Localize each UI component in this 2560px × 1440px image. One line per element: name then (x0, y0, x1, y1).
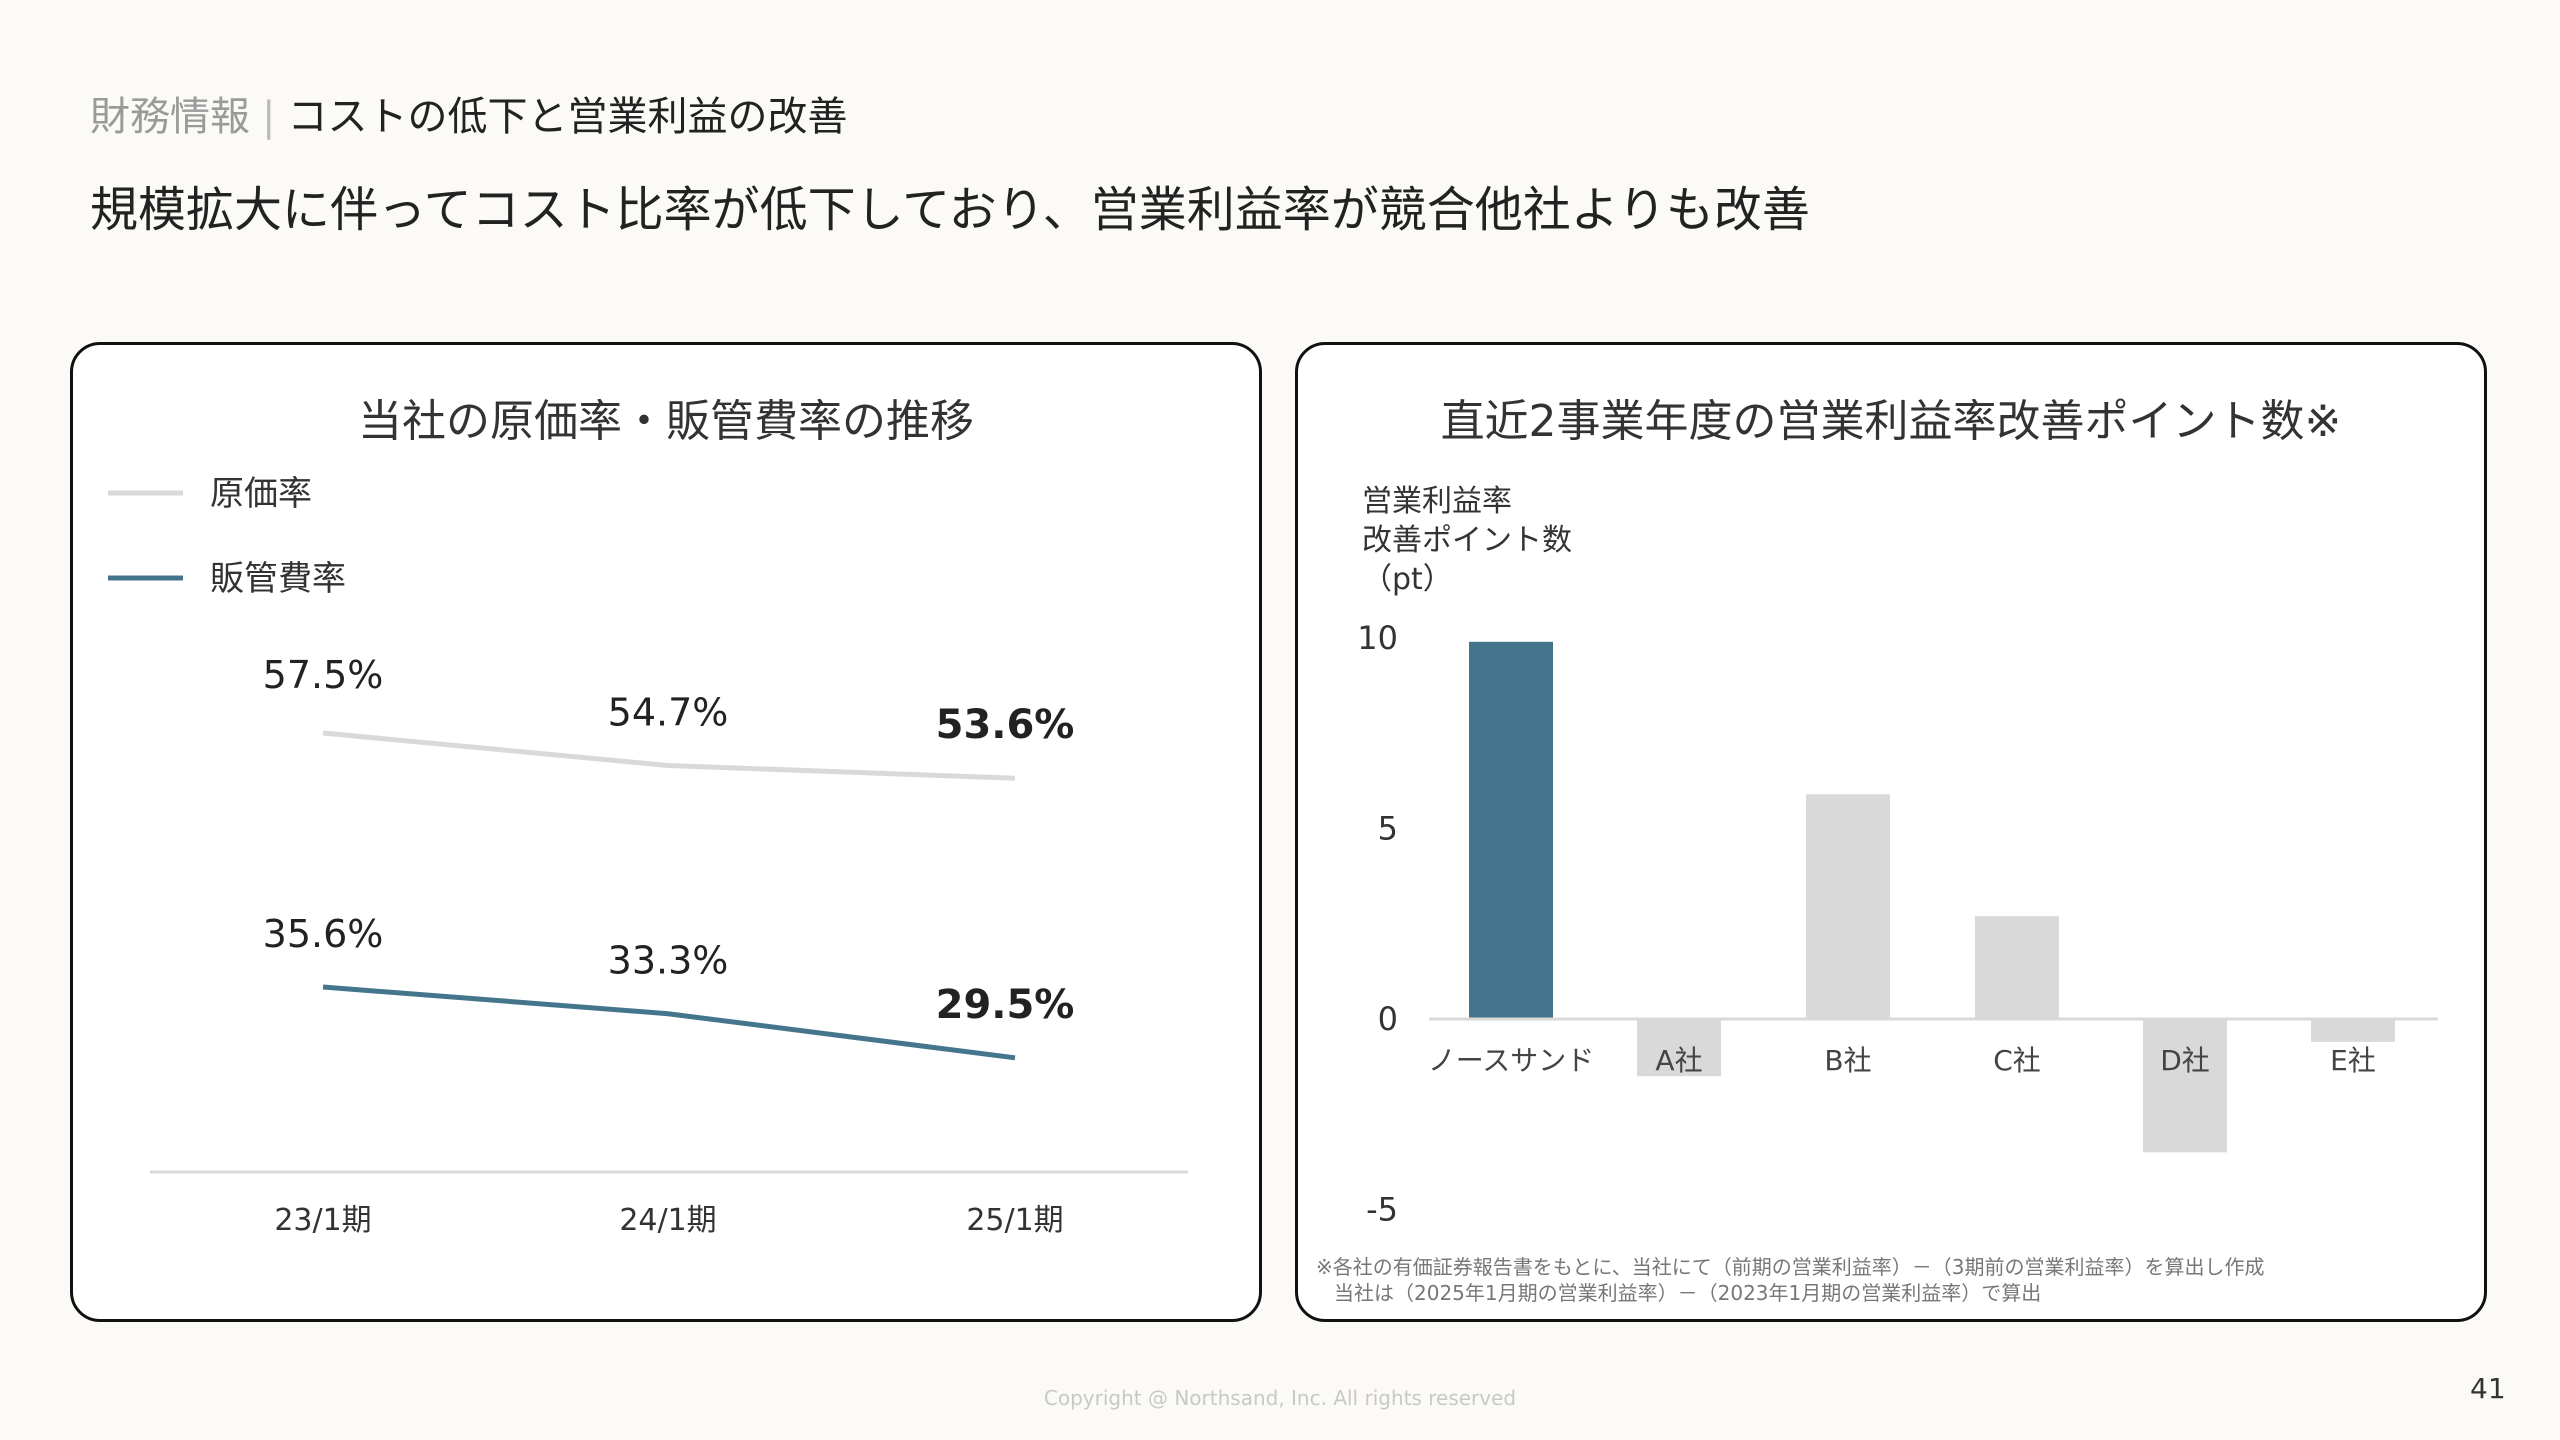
bar-D社 (2143, 1019, 2227, 1153)
copyright: Copyright @ Northsand, Inc. All rights r… (1043, 1386, 1517, 1410)
bar-E社 (2311, 1019, 2395, 1042)
page-number: 41 (2470, 1372, 2506, 1405)
bar-chart-title: 直近2事業年度の営業利益率改善ポイント数※ (1440, 396, 2342, 447)
footnote: ※各社の有価証券報告書をもとに、当社にて（前期の営業利益率）－（3期前の営業利益… (1316, 1254, 2264, 1306)
y-tick-label: -5 (1366, 1191, 1398, 1229)
footnote-line-1: ※各社の有価証券報告書をもとに、当社にて（前期の営業利益率）－（3期前の営業利益… (1316, 1255, 2265, 1279)
data-label: 29.5% (936, 982, 1075, 1028)
series-line-2 (322, 984, 1016, 1061)
data-label: 57.5% (263, 653, 384, 697)
x-tick-label: 25/1期 (966, 1203, 1063, 1238)
y-axis-title-line-3: （pt） (1362, 562, 1453, 597)
x-tick-label: B社 (1824, 1044, 1871, 1077)
bar-ノースサンド (1469, 641, 1553, 1019)
data-label: 53.6% (936, 702, 1075, 748)
data-label: 33.3% (608, 939, 729, 983)
line-chart-title: 当社の原価率・販管費率の推移 (358, 396, 974, 447)
x-tick-label: 24/1期 (619, 1203, 716, 1238)
bar-C社 (1975, 916, 2059, 1019)
legend-label-2: 販管費率 (210, 559, 346, 599)
x-tick-label: D社 (2160, 1044, 2210, 1077)
x-tick-label: 23/1期 (274, 1203, 371, 1238)
y-axis-title-line-1: 営業利益率 (1362, 484, 1512, 519)
x-tick-label: ノースサンド (1428, 1044, 1595, 1077)
x-tick-label: C社 (1993, 1044, 2041, 1077)
cost-ratio-panel: 当社の原価率・販管費率の推移 (70, 342, 1262, 1322)
data-label: 54.7% (608, 690, 729, 734)
y-tick-label: 10 (1357, 619, 1398, 657)
footnote-line-2: 当社は（2025年1月期の営業利益率）－（2023年1月期の営業利益率）で算出 (1334, 1281, 2042, 1305)
margin-improvement-panel: 直近2事業年度の営業利益率改善ポイント数※ (1295, 342, 2487, 1322)
bar-A社 (1637, 1019, 1721, 1077)
page-title: 規模拡大に伴ってコスト比率が低下しており、営業利益率が競合他社よりも改善 (90, 182, 1810, 238)
breadcrumb: 財務情報 | コストの低下と営業利益の改善 (90, 84, 847, 142)
y-axis-title-line-2: 改善ポイント数 (1362, 523, 1572, 558)
y-tick-label: 0 (1378, 1000, 1398, 1038)
x-tick-label: E社 (2330, 1044, 2376, 1077)
data-label: 35.6% (263, 912, 384, 956)
x-tick-label: A社 (1655, 1044, 1702, 1077)
series-line-1 (322, 730, 1016, 781)
legend-label-1: 原価率 (210, 474, 312, 514)
y-tick-label: 5 (1378, 810, 1398, 848)
topic-label: コストの低下と営業利益の改善 (287, 94, 848, 140)
bar-B社 (1806, 794, 1890, 1019)
section-label: 財務情報 (90, 94, 250, 140)
breadcrumb-separator: | (262, 94, 276, 140)
